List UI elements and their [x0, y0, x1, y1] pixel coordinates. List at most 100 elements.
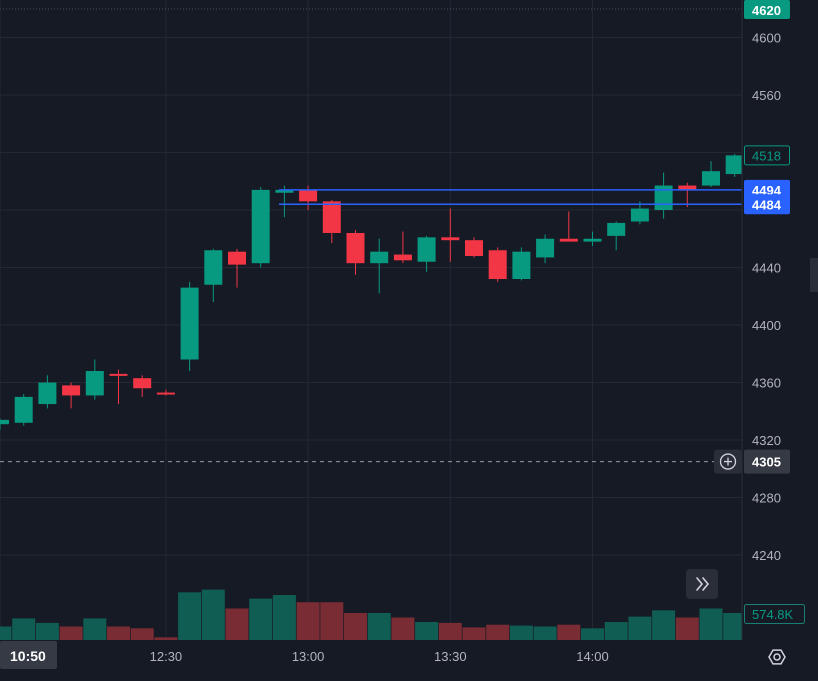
top-price-tag-label: 4620: [752, 3, 781, 18]
crosshair-add-button[interactable]: [714, 449, 742, 474]
volume-bar: [628, 616, 652, 640]
volume-tag-label: 574.8K: [752, 607, 794, 622]
volume-bar: [509, 625, 533, 640]
candle-body: [85, 371, 104, 396]
candle-body: [583, 238, 602, 242]
price-tick-label: 4440: [752, 261, 781, 276]
grid: [0, 0, 742, 640]
volume-bar: [154, 637, 178, 640]
volume-bar: [415, 622, 439, 640]
time-axis-panel: [0, 640, 818, 681]
volume-bar: [438, 622, 462, 640]
time-tick-label: 13:30: [434, 649, 467, 664]
candle-body: [133, 378, 152, 389]
candle-body: [678, 185, 697, 190]
gear-center: [773, 653, 781, 661]
candle-body: [441, 237, 460, 241]
volume-bar: [0, 626, 12, 640]
candle-body: [536, 238, 555, 258]
volume-bar: [533, 626, 557, 640]
volume-bar: [35, 622, 59, 640]
candle-body: [180, 287, 199, 360]
price-line-tag-label: 4494: [752, 183, 782, 198]
volume-bar: [225, 608, 249, 640]
candle-body: [465, 240, 483, 256]
volume-bar: [83, 618, 107, 640]
candle-body: [62, 385, 81, 396]
volume-bar: [272, 595, 296, 640]
volume-bar: [723, 613, 747, 640]
candle-body: [559, 238, 578, 242]
time-tick-label: 10:50: [10, 648, 46, 664]
candle-body: [0, 419, 9, 425]
price-tick-label: 4360: [752, 376, 781, 391]
volume-tag: 574.8K: [744, 604, 805, 624]
volume-bar: [178, 592, 202, 640]
volume-bar: [320, 602, 344, 640]
top-price-tag-bg: [744, 0, 790, 19]
crosshair-price-tag: 4305: [744, 449, 790, 474]
candle-body: [393, 254, 412, 261]
top-price-tag: 4620: [744, 0, 790, 19]
volume-bar: [107, 626, 130, 640]
price-tick-label: 4280: [752, 491, 781, 506]
candle-body: [346, 233, 365, 264]
volume-bar: [652, 610, 676, 640]
candle-body: [299, 189, 318, 202]
volume-bar: [201, 589, 225, 640]
price-tick-label: 4240: [752, 548, 781, 563]
last-price-tag: 4518: [744, 145, 790, 166]
volume-bar: [12, 618, 36, 640]
volume-tag-bg: [744, 604, 805, 624]
volume-bar: [604, 622, 628, 640]
price-tick-label: 4600: [752, 31, 781, 46]
candle-body: [204, 250, 223, 285]
circle-plus-icon: [719, 453, 737, 470]
candle-body: [14, 396, 33, 423]
price-line-tag[interactable]: 4484: [744, 194, 790, 215]
gear-icon[interactable]: [768, 649, 786, 665]
volume-bar: [581, 628, 604, 640]
volume-bar: [367, 613, 391, 640]
volume-bar: [699, 608, 723, 640]
candle-body: [275, 189, 294, 193]
candle-body: [38, 382, 57, 405]
candle-body: [725, 155, 744, 175]
price-line-tag-label: 4484: [752, 197, 782, 212]
time-tick-highlight: 10:50: [0, 641, 57, 669]
price-tick-label: 4320: [752, 433, 781, 448]
scroll-to-realtime-button[interactable]: [686, 569, 718, 599]
candle-body: [109, 373, 128, 376]
time-tick-label: 14:00: [576, 649, 609, 664]
candle-body: [322, 201, 341, 233]
price-axis-panel: [742, 0, 818, 681]
volume-bar: [486, 624, 510, 640]
volume-bars: [0, 589, 747, 640]
volume-bar: [557, 624, 581, 640]
candle-body: [488, 250, 507, 279]
candle-body: [630, 208, 649, 222]
volume-bar: [344, 613, 367, 640]
time-tick-highlight-bg: [0, 641, 57, 669]
last-price-tag-bg: [744, 145, 790, 166]
candle-body: [607, 222, 626, 236]
candle-body: [512, 251, 531, 279]
volume-bar: [462, 627, 486, 640]
volume-bar: [130, 628, 154, 640]
candle-body: [417, 237, 436, 262]
price-tick-label: 4400: [752, 318, 781, 333]
candle-body: [370, 251, 389, 264]
overlay: [0, 189, 742, 599]
axis-scroll-handle[interactable]: [810, 258, 818, 292]
volume-bar: [391, 617, 415, 640]
volume-bar: [675, 617, 699, 640]
price-tick-label: 4560: [752, 88, 781, 103]
time-tick-label: 12:30: [150, 649, 183, 664]
price-line-tag-bg: [744, 194, 790, 215]
volume-bar: [59, 626, 83, 640]
crosshair-price-tag-bg: [744, 449, 790, 474]
volume-bar: [296, 602, 320, 640]
